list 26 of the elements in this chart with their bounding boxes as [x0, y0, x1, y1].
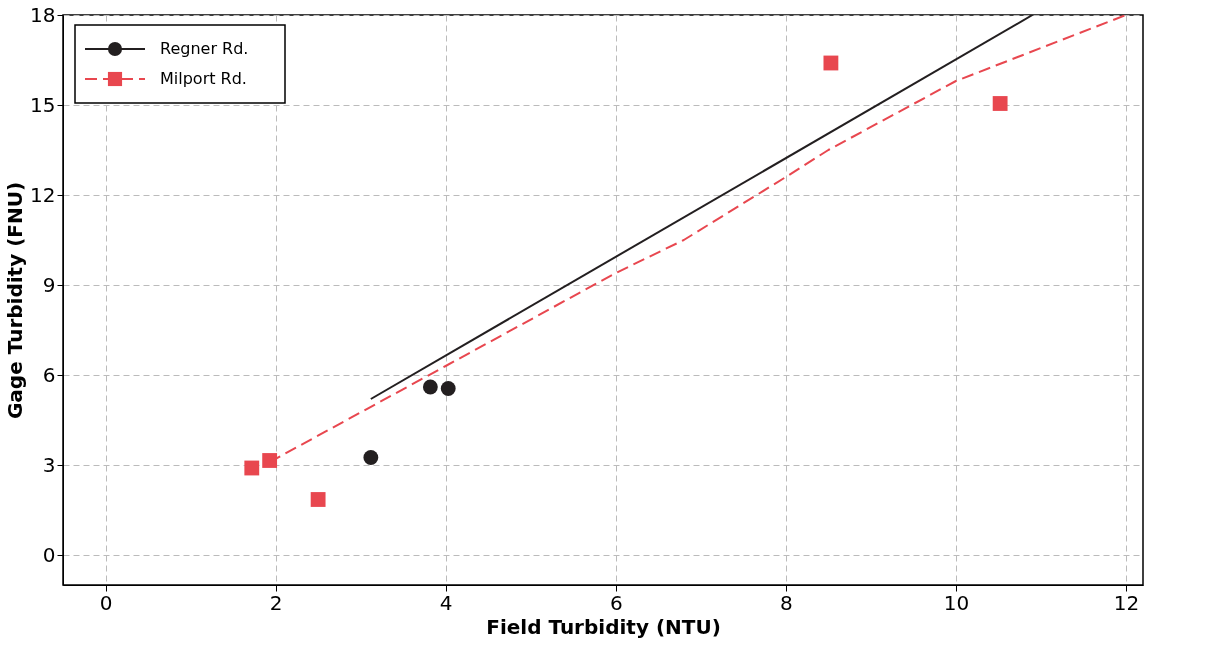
- y-tick-label: 12: [30, 182, 56, 207]
- legend-label: Milport Rd.: [160, 69, 247, 88]
- point: [440, 381, 456, 396]
- x-tick-label: 10: [943, 590, 970, 615]
- x-tick-label: 6: [609, 590, 623, 615]
- y-axis-title: Gage Turbidity (FNU): [3, 181, 28, 420]
- y-tick-label: 15: [30, 92, 56, 117]
- point: [262, 453, 278, 468]
- x-tick-label: 0: [99, 590, 113, 615]
- x-tick-label: 2: [269, 590, 283, 615]
- x-tick-label: 4: [439, 590, 453, 615]
- y-tick-label: 0: [42, 542, 56, 567]
- x-tick-label: 12: [1113, 590, 1140, 615]
- x-axis-title: Field Turbidity (NTU): [486, 614, 721, 639]
- point: [244, 460, 260, 476]
- y-tick-label: 18: [30, 2, 56, 27]
- x-tick-label: 8: [779, 590, 793, 615]
- point: [310, 492, 326, 507]
- y-tick-label: 3: [42, 452, 56, 477]
- y-tick-label: 6: [42, 362, 56, 387]
- point: [823, 55, 839, 71]
- point: [363, 450, 379, 465]
- legend-label: Regner Rd.: [160, 39, 249, 58]
- point: [422, 379, 438, 395]
- point: [992, 96, 1008, 111]
- y-tick-label: 9: [42, 272, 56, 297]
